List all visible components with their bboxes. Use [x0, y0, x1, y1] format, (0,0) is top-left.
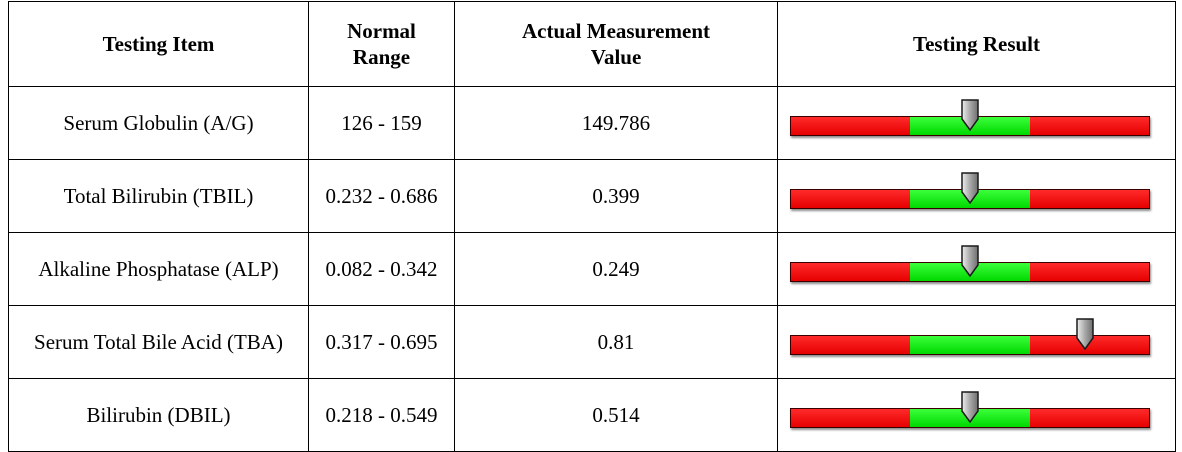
gauge-segment-high [1029, 263, 1149, 281]
header-testing-result: Testing Result [777, 1, 1176, 87]
measurement-value-cell: 0.399 [454, 159, 778, 233]
measurement-value-cell: 0.249 [454, 232, 778, 306]
gauge-segment-normal [910, 336, 1030, 354]
gauge-segment-low [791, 263, 911, 281]
normal-range-cell: 0.317 - 0.695 [308, 305, 455, 379]
gauge-marker-icon [960, 245, 980, 277]
testing-result-cell [777, 232, 1176, 306]
testing-result-cell [777, 305, 1176, 379]
table-row: Serum Total Bile Acid (TBA) 0.317 - 0.69… [8, 305, 1176, 379]
measurement-value-cell: 0.81 [454, 305, 778, 379]
header-testing-item-label: Testing Item [102, 32, 215, 56]
gauge-segment-low [791, 336, 911, 354]
gauge-marker-icon [1075, 318, 1095, 350]
testing-result-cell [777, 86, 1176, 160]
results-table: Testing Item Normal Range Actual Measure… [8, 1, 1176, 452]
testing-item-cell: Bilirubin (DBIL) [8, 378, 309, 452]
normal-range-cell: 0.232 - 0.686 [308, 159, 455, 233]
gauge-segment-high [1029, 409, 1149, 427]
result-gauge [790, 391, 1150, 428]
table-row: Total Bilirubin (TBIL) 0.232 - 0.686 0.3… [8, 159, 1176, 233]
table-row: Bilirubin (DBIL) 0.218 - 0.549 0.514 [8, 378, 1176, 452]
header-normal-range-label: Normal Range [347, 19, 416, 69]
gauge-marker-icon [960, 391, 980, 423]
result-gauge [790, 245, 1150, 282]
gauge-marker-icon [960, 172, 980, 204]
normal-range-cell: 0.218 - 0.549 [308, 378, 455, 452]
gauge-bar [790, 408, 1150, 428]
gauge-bar [790, 335, 1150, 355]
header-row: Testing Item Normal Range Actual Measure… [8, 1, 1176, 87]
table-row: Serum Globulin (A/G) 126 - 159 149.786 [8, 86, 1176, 160]
testing-result-cell [777, 159, 1176, 233]
result-gauge [790, 318, 1150, 355]
measurement-value-cell: 0.514 [454, 378, 778, 452]
testing-item-cell: Serum Total Bile Acid (TBA) [8, 305, 309, 379]
normal-range-cell: 126 - 159 [308, 86, 455, 160]
testing-result-cell [777, 378, 1176, 452]
gauge-marker-icon [960, 99, 980, 131]
gauge-segment-low [791, 190, 911, 208]
gauge-segment-high [1029, 190, 1149, 208]
gauge-segment-high [1029, 336, 1149, 354]
header-normal-range: Normal Range [308, 1, 455, 87]
testing-item-cell: Alkaline Phosphatase (ALP) [8, 232, 309, 306]
table-row: Alkaline Phosphatase (ALP) 0.082 - 0.342… [8, 232, 1176, 306]
header-testing-item: Testing Item [8, 1, 309, 87]
gauge-segment-low [791, 409, 911, 427]
header-testing-result-label: Testing Result [913, 32, 1040, 56]
normal-range-cell: 0.082 - 0.342 [308, 232, 455, 306]
testing-item-cell: Serum Globulin (A/G) [8, 86, 309, 160]
gauge-segment-low [791, 117, 911, 135]
measurement-value-cell: 149.786 [454, 86, 778, 160]
gauge-segment-high [1029, 117, 1149, 135]
header-actual-value-label: Actual Measurement Value [522, 19, 710, 69]
header-actual-value: Actual Measurement Value [454, 1, 778, 87]
result-gauge [790, 99, 1150, 136]
result-gauge [790, 172, 1150, 209]
testing-item-cell: Total Bilirubin (TBIL) [8, 159, 309, 233]
